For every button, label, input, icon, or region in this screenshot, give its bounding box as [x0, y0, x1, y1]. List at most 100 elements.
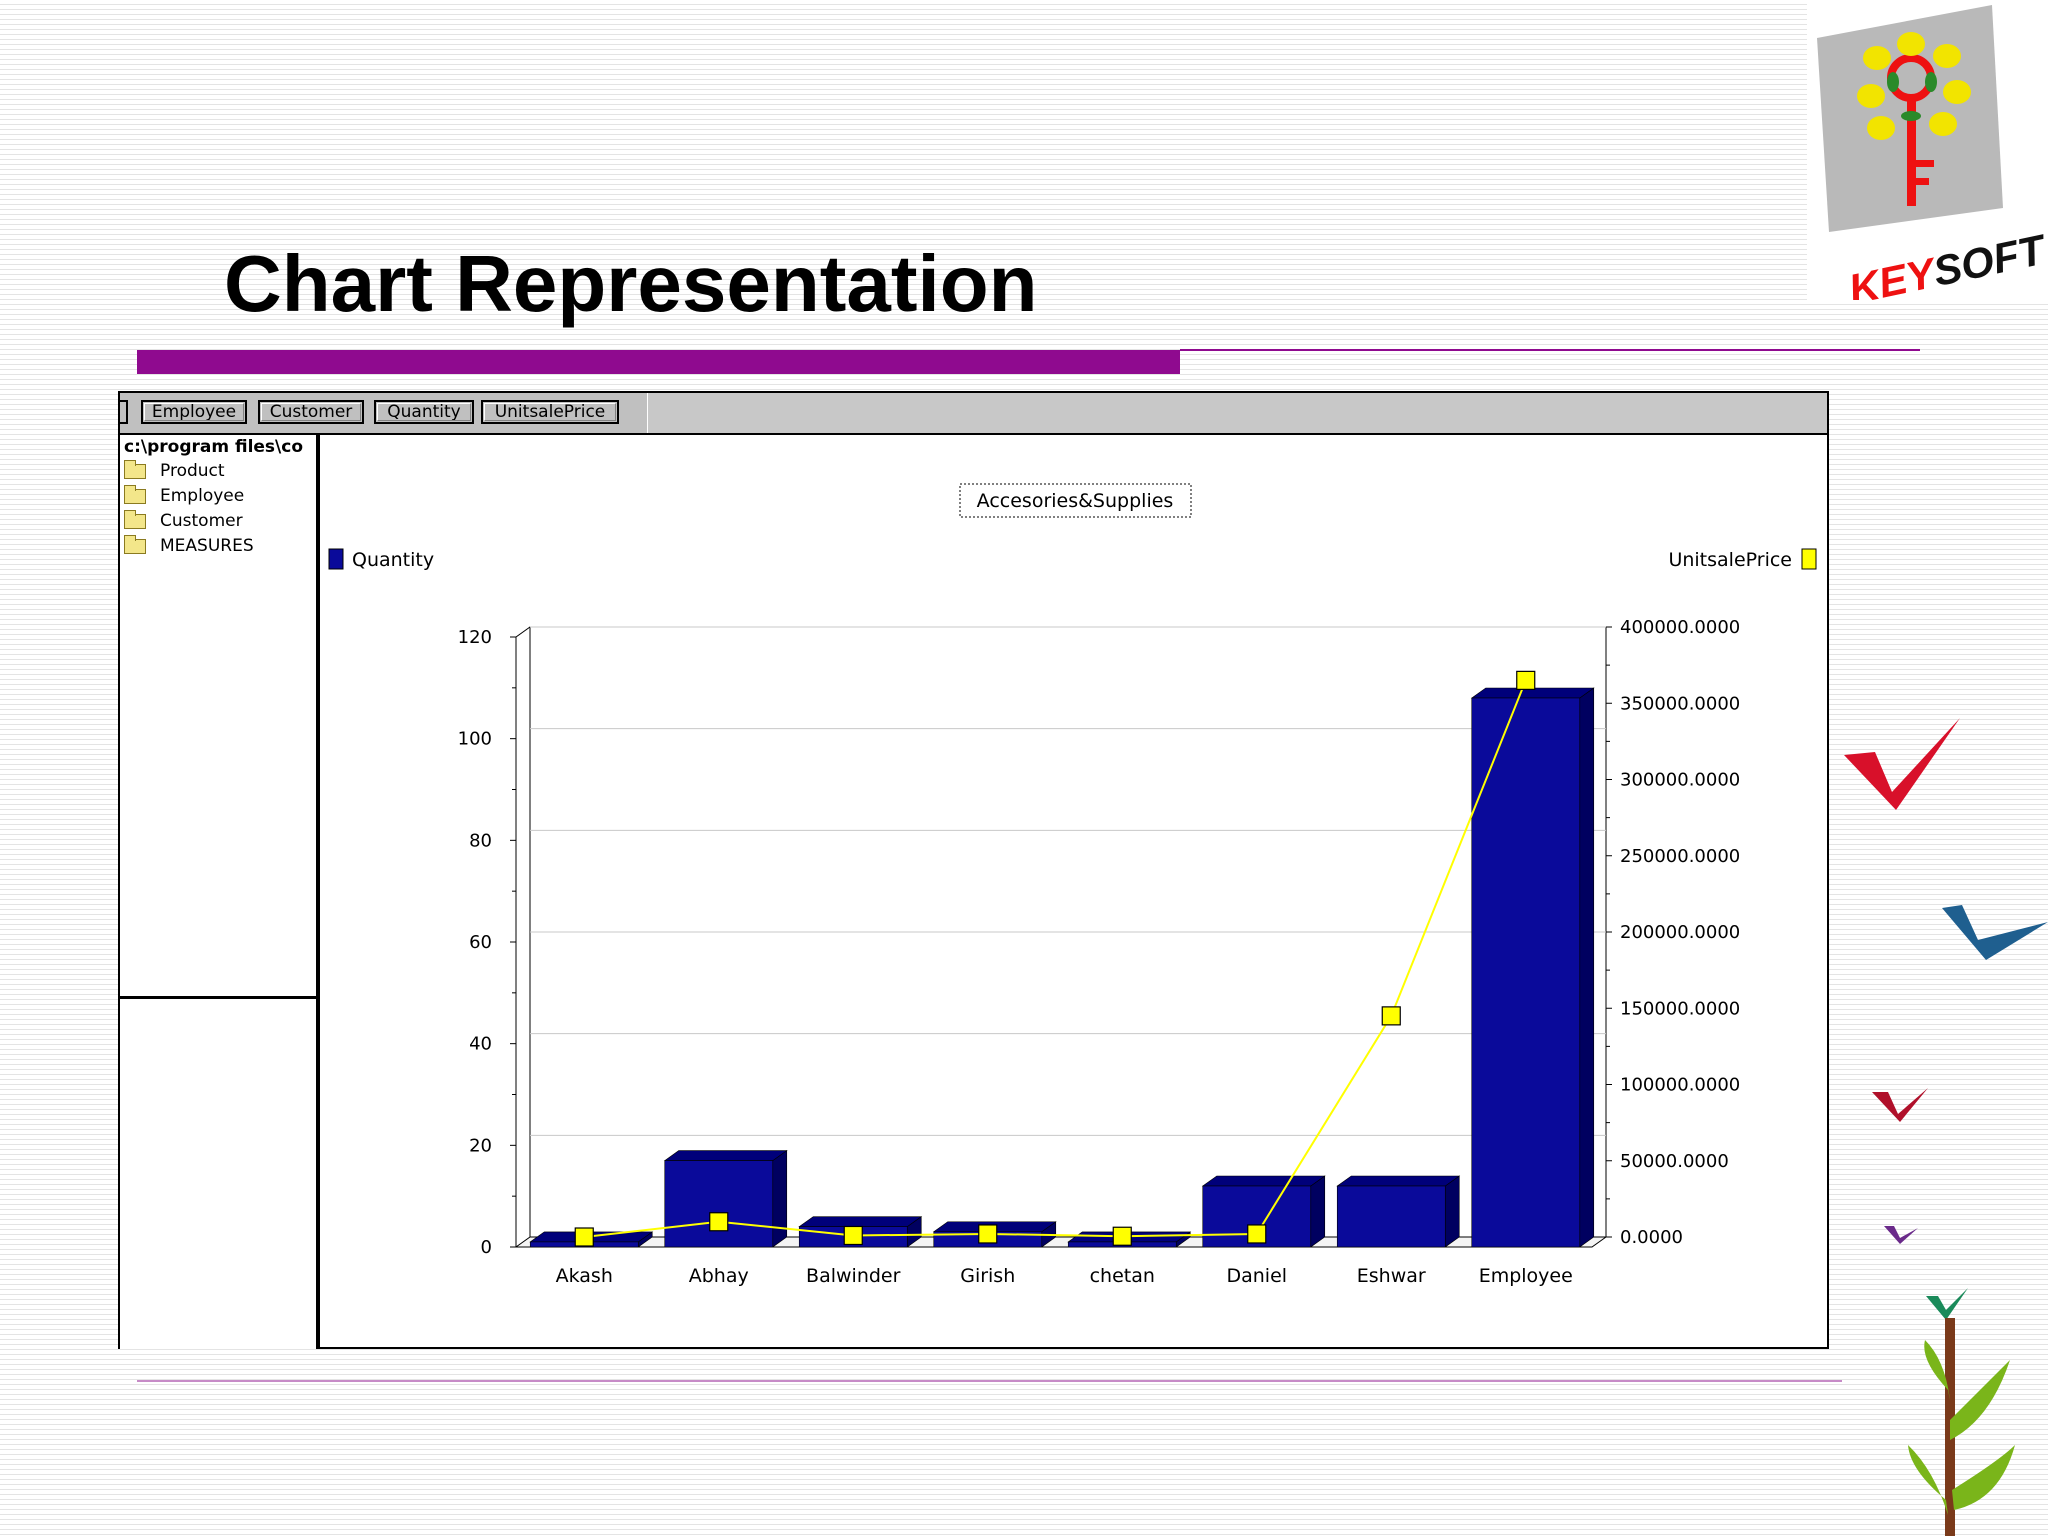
- app-window: Employee Customer Quantity UnitsalePrice…: [118, 391, 1829, 1349]
- left-tick-label: 80: [469, 830, 492, 851]
- category-label: Girish: [960, 1265, 1015, 1287]
- purple-check-icon: [1884, 1226, 1918, 1244]
- right-tick-label: 0.0000: [1620, 1227, 1683, 1248]
- line-marker: [709, 1212, 729, 1232]
- legend-swatch-unitsaleprice: [1801, 548, 1817, 570]
- folder-icon: [124, 534, 146, 554]
- legend-label-quantity: Quantity: [352, 549, 434, 571]
- bar: [664, 1160, 774, 1248]
- chart-title: Accesories&Supplies: [977, 490, 1174, 512]
- series-line: [584, 680, 1527, 1238]
- bar-side: [1310, 1175, 1326, 1248]
- quantity-bars: [529, 687, 1595, 1248]
- tree-item-employee[interactable]: Employee: [124, 484, 245, 507]
- right-tick-label: 100000.0000: [1620, 1075, 1740, 1096]
- category-labels: Akash Abhay Balwinder Girish chetan Daniel Esh…: [556, 1265, 1573, 1287]
- left-tick-label: 40: [469, 1034, 492, 1055]
- right-tick-label: 300000.0000: [1620, 770, 1740, 791]
- legend-swatch-quantity: [328, 548, 344, 570]
- footer-line: [137, 1380, 1842, 1382]
- tree-item-label: Customer: [160, 511, 243, 531]
- tree-item-measures[interactable]: MEASURES: [124, 534, 254, 557]
- toolbar-empty-area: [647, 393, 1827, 433]
- category-label: Employee: [1479, 1265, 1573, 1287]
- line-marker: [1516, 670, 1536, 690]
- right-tick-label: 400000.0000: [1620, 617, 1740, 638]
- left-tick-label: 100: [458, 729, 492, 750]
- category-label: Abhay: [689, 1265, 749, 1287]
- category-label: chetan: [1090, 1265, 1155, 1287]
- tree-path: c:\program files\co: [124, 437, 304, 457]
- line-marker: [1381, 1006, 1401, 1026]
- left-tick-label: 20: [469, 1135, 492, 1156]
- title-underline-bar: [137, 350, 1180, 374]
- category-label: Daniel: [1226, 1265, 1287, 1287]
- red-check-icon: [1844, 718, 1960, 810]
- leaf-icon: [1924, 1340, 1950, 1400]
- pane-divider[interactable]: [120, 996, 320, 999]
- chart-area: Accesories&Supplies Quantity UnitsalePri…: [320, 435, 1827, 1347]
- logo-area: KEYSOFT: [1807, 0, 2048, 313]
- bar-side: [1444, 1175, 1460, 1248]
- bar-top: [798, 1216, 923, 1227]
- tree-item-product[interactable]: Product: [124, 459, 225, 482]
- flower-icon: [1857, 32, 1971, 206]
- leaf-icon: [1950, 1360, 2010, 1440]
- tab-quantity[interactable]: Quantity: [374, 400, 474, 424]
- tree-item-label: Employee: [160, 486, 245, 506]
- left-axis-ticks: 0 20 40 60 80 100 120: [458, 627, 516, 1258]
- green-check-icon: [1926, 1288, 1968, 1320]
- right-axis-ticks: 0.0000 50000.0000 100000.0000 150000.0000 20…: [1606, 617, 1740, 1248]
- left-tick-label: 120: [458, 627, 492, 648]
- right-tick-label: 200000.0000: [1620, 922, 1740, 943]
- bar-side: [1579, 687, 1595, 1248]
- leaf-icon: [1908, 1445, 1948, 1515]
- small-red-check-icon: [1872, 1088, 1928, 1122]
- tree-lower-pane: [120, 999, 320, 1349]
- decorative-checkmarks: [1844, 718, 2048, 1536]
- gridlines: [530, 626, 1606, 1136]
- tree-item-label: MEASURES: [160, 536, 254, 556]
- bar: [1471, 697, 1581, 1248]
- folder-icon: [124, 509, 146, 529]
- folder-icon: [124, 484, 146, 504]
- left-tick-label: 60: [469, 932, 492, 953]
- line-marker: [574, 1227, 594, 1247]
- slide-title: Chart Representation: [224, 239, 1038, 328]
- dimension-toolbar: Employee Customer Quantity UnitsalePrice: [118, 393, 1827, 435]
- folder-icon: [124, 459, 146, 479]
- category-label: Balwinder: [806, 1265, 901, 1287]
- tab-fragment[interactable]: [118, 400, 128, 424]
- left-tick-label: 0: [481, 1237, 492, 1258]
- bar: [1336, 1185, 1446, 1248]
- plot-depth-edge: [515, 626, 531, 638]
- bar-top: [1336, 1175, 1461, 1187]
- right-tick-label: 250000.0000: [1620, 846, 1740, 867]
- right-tick-label: 350000.0000: [1620, 693, 1740, 714]
- bar-side: [772, 1150, 788, 1248]
- line-marker: [1112, 1226, 1132, 1246]
- tree-item-customer[interactable]: Customer: [124, 509, 243, 532]
- line-marker: [843, 1225, 863, 1246]
- tab-employee[interactable]: Employee: [141, 400, 247, 424]
- leaf-icon: [1952, 1445, 2015, 1510]
- line-marker: [1247, 1224, 1267, 1244]
- bar-top: [663, 1150, 788, 1161]
- title-underline-line: [1180, 349, 1920, 351]
- bar-top: [1201, 1175, 1326, 1187]
- chart-title-box: [959, 483, 1192, 518]
- tree-item-label: Product: [160, 461, 225, 481]
- tab-customer[interactable]: Customer: [258, 400, 364, 424]
- legend-label-unitsaleprice: UnitsalePrice: [1668, 549, 1792, 571]
- logo-wordmark: KEYSOFT: [1845, 225, 2048, 300]
- category-label: Akash: [556, 1265, 613, 1287]
- line-marker: [978, 1224, 998, 1244]
- right-tick-label: 150000.0000: [1620, 998, 1740, 1019]
- keysoft-logo: KEYSOFT: [1817, 5, 2048, 313]
- blue-check-icon: [1942, 905, 2048, 960]
- tab-unitsaleprice[interactable]: UnitsalePrice: [481, 400, 619, 424]
- unitsaleprice-line: [574, 670, 1536, 1247]
- tree-pane[interactable]: c:\program files\co Product Employee Cus…: [120, 435, 320, 996]
- category-label: Eshwar: [1357, 1265, 1426, 1287]
- right-tick-label: 50000.0000: [1620, 1151, 1729, 1172]
